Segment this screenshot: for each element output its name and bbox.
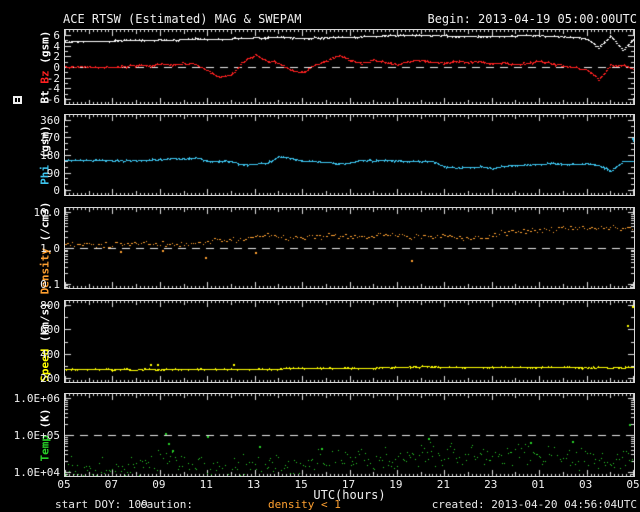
start-doy-label: start DOY: 109 bbox=[55, 498, 148, 511]
panel-bt-bz bbox=[64, 29, 635, 105]
created-label: created: 2013-04-20 04:56:04UTC bbox=[431, 498, 637, 511]
y-tick-label: 1.0E+04 bbox=[13, 465, 60, 479]
x-tick-label: 09 bbox=[152, 478, 166, 491]
y-tick-label: 1.0E+05 bbox=[13, 429, 60, 442]
y-tick-label: 1.0E+06 bbox=[13, 392, 60, 406]
y-tick-label: 800 bbox=[40, 299, 60, 313]
x-tick-label: 23 bbox=[484, 478, 498, 491]
panel-phi bbox=[64, 114, 635, 196]
y-tick-label: 2 bbox=[53, 50, 60, 64]
plot-canvas-phi bbox=[65, 115, 634, 195]
x-axis-label: UTC(hours) bbox=[313, 488, 386, 502]
caution-label: caution: bbox=[140, 498, 193, 511]
plot-canvas-bt-bz bbox=[65, 30, 634, 104]
x-tick-label: 17 bbox=[341, 478, 356, 491]
y-axis-label-speed: Speed (km/s) bbox=[39, 302, 52, 381]
y-tick-label: 6 bbox=[53, 28, 60, 42]
caution-value: density < 1 bbox=[268, 498, 341, 511]
y-tick-label: 4 bbox=[53, 39, 60, 53]
begin-label: Begin: 2013-04-19 05:00:00UTC bbox=[427, 12, 637, 26]
x-tick-label: 01 bbox=[531, 478, 545, 491]
y-tick-label: 90 bbox=[46, 166, 60, 180]
y-tick-label: 0 bbox=[53, 61, 60, 74]
page-title: ACE RTSW (Estimated) MAG & SWEPAM bbox=[63, 12, 302, 26]
y-tick-label: 10.0 bbox=[33, 206, 61, 220]
y-tick-label: -4 bbox=[46, 82, 60, 96]
x-tick-label: 11 bbox=[199, 478, 213, 491]
x-tick-label: 15 bbox=[294, 478, 308, 491]
y-tick-label: 1.0 bbox=[40, 242, 60, 255]
y-tick-label: 270 bbox=[40, 131, 60, 145]
panel-speed bbox=[64, 300, 635, 383]
y-tick-label: 200 bbox=[40, 371, 60, 385]
x-tick-label: 13 bbox=[247, 478, 261, 491]
y-tick-label: 0 bbox=[53, 184, 60, 198]
x-tick-label: 03 bbox=[578, 478, 593, 491]
plot-canvas-density bbox=[65, 208, 634, 288]
plot-canvas-temp bbox=[65, 394, 634, 476]
x-tick-label: 07 bbox=[104, 478, 119, 491]
x-tick-label: 05 bbox=[57, 478, 71, 491]
y-tick-label: -6 bbox=[46, 93, 60, 107]
plot-canvas-speed bbox=[65, 301, 634, 382]
small-glyph-artifact bbox=[13, 96, 22, 104]
y-tick-label: 400 bbox=[40, 347, 60, 361]
y-tick-label: 180 bbox=[40, 149, 60, 162]
panel-temp bbox=[64, 393, 635, 477]
y-tick-label: -2 bbox=[46, 71, 60, 85]
panel-density bbox=[64, 207, 635, 289]
x-tick-label: 21 bbox=[436, 478, 450, 491]
y-tick-label: 0.1 bbox=[40, 277, 60, 291]
x-tick-label: 19 bbox=[389, 478, 403, 491]
footer: start DOY: 109 caution: density < 1 crea… bbox=[0, 499, 640, 511]
x-tick-label: 05 bbox=[626, 478, 640, 491]
y-tick-label: 600 bbox=[40, 323, 60, 337]
y-tick-label: 360 bbox=[40, 113, 60, 127]
